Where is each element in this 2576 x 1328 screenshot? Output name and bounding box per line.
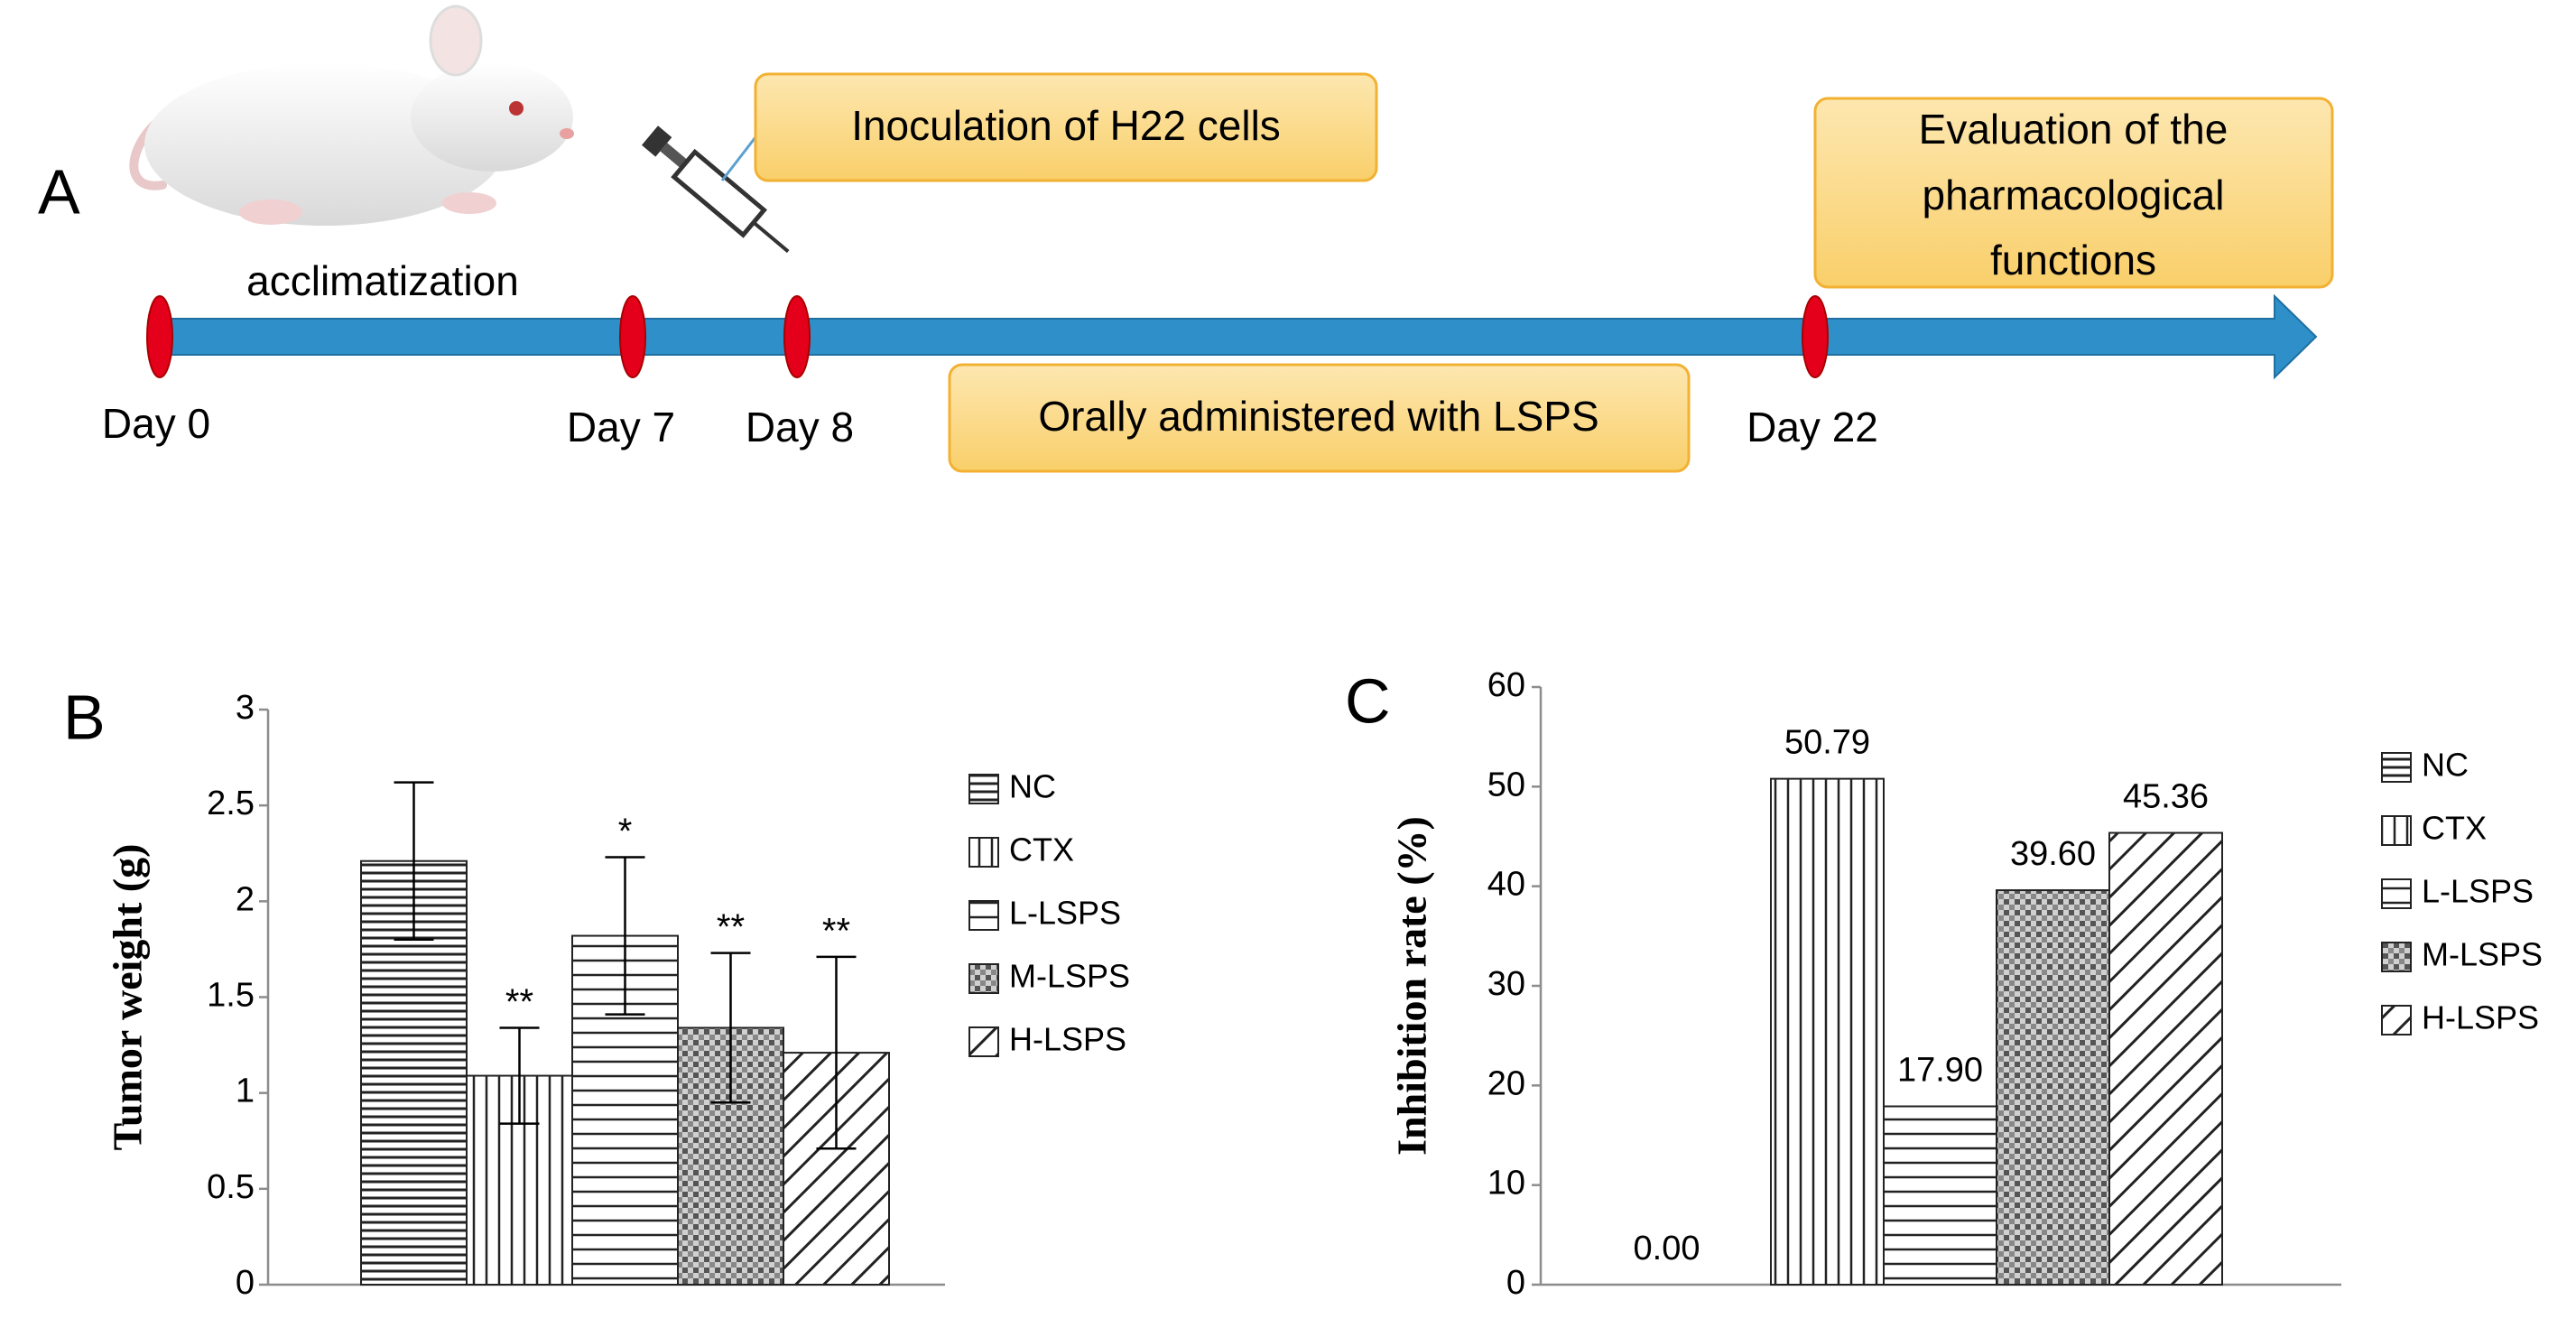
- event-label: Evaluation of the: [1919, 106, 2229, 153]
- bar: [1996, 889, 2110, 1286]
- value-label: 45.36: [2123, 778, 2209, 816]
- stage-label: acclimatization: [246, 257, 519, 304]
- event-box: [1813, 97, 2334, 289]
- significance-label: **: [822, 911, 850, 951]
- y-tick-label: 60: [1487, 666, 1525, 704]
- event-box: [948, 363, 1691, 473]
- panel-label: B: [63, 682, 106, 752]
- timeline-arrow: [155, 293, 2318, 380]
- error-bar: [499, 1026, 540, 1125]
- y-tick-label: 1: [236, 1073, 255, 1110]
- value-label: 0.00: [1634, 1230, 1700, 1268]
- event-box: [754, 72, 1378, 182]
- legend-swatch: [968, 837, 999, 868]
- legend-label: L-LSPS: [2422, 873, 2534, 910]
- event-label: pharmacological: [1923, 172, 2225, 218]
- legend-label: NC: [2422, 747, 2469, 784]
- timepoint: [619, 295, 646, 378]
- legend-swatch: [968, 963, 999, 994]
- timepoint: [146, 295, 173, 378]
- legend-label: M-LSPS: [1009, 958, 1130, 995]
- value-label: 39.60: [2010, 835, 2096, 873]
- legend-swatch: [2381, 1005, 2412, 1035]
- legend-label: H-LSPS: [2422, 999, 2539, 1036]
- error-bar: [605, 856, 645, 1016]
- value-label: 17.90: [1897, 1052, 1983, 1090]
- event-label: functions: [1990, 237, 2156, 283]
- bar: [2108, 831, 2223, 1286]
- legend-label: CTX: [2422, 810, 2487, 847]
- bar: [1770, 777, 1885, 1286]
- legend-label: M-LSPS: [2422, 936, 2543, 973]
- event-label: Orally administered with LSPS: [1038, 393, 1598, 440]
- significance-label: **: [717, 907, 745, 947]
- error-bar: [816, 955, 857, 1150]
- y-tick-label: 2: [236, 880, 255, 918]
- y-tick-label: 10: [1487, 1165, 1525, 1203]
- day-label: Day 0: [102, 400, 210, 447]
- y-tick-label: 50: [1487, 766, 1525, 803]
- panel-label: C: [1345, 665, 1391, 736]
- bar: [1883, 1105, 1997, 1286]
- legend-swatch: [968, 900, 999, 931]
- legend-swatch: [2381, 942, 2412, 972]
- legend-swatch: [2381, 752, 2412, 783]
- legend-label: NC: [1009, 768, 1056, 805]
- y-tick-label: 1.5: [207, 977, 255, 1015]
- y-tick-label: 0: [1506, 1264, 1525, 1302]
- y-tick-label: 20: [1487, 1064, 1525, 1102]
- legend-label: CTX: [1009, 831, 1074, 868]
- syringe-icon: [642, 125, 790, 254]
- callout-line: [720, 136, 757, 181]
- y-tick-label: 3: [236, 689, 255, 727]
- y-tick-label: 30: [1487, 965, 1525, 1003]
- significance-label: **: [505, 982, 533, 1022]
- day-label: Day 8: [746, 404, 854, 450]
- error-bar: [394, 781, 434, 942]
- legend-swatch: [968, 1026, 999, 1057]
- event-label: Inoculation of H22 cells: [851, 102, 1281, 149]
- legend-swatch: [2381, 815, 2412, 846]
- timepoint: [1802, 295, 1829, 378]
- y-tick-label: 0: [236, 1264, 255, 1302]
- day-label: Day 22: [1747, 404, 1878, 450]
- error-bar: [710, 952, 751, 1104]
- y-tick-label: 2.5: [207, 785, 255, 822]
- day-label: Day 7: [567, 404, 675, 450]
- mouse-illustration: [129, 5, 574, 226]
- y-axis-label: Tumor weight (g): [105, 844, 151, 1151]
- legend-swatch: [2381, 878, 2412, 909]
- legend-label: H-LSPS: [1009, 1021, 1126, 1058]
- y-tick-label: 0.5: [207, 1168, 255, 1206]
- legend-label: L-LSPS: [1009, 895, 1121, 932]
- y-axis-label: Inhibition rate (%): [1389, 816, 1435, 1156]
- panel-label: A: [38, 156, 80, 227]
- value-label: 50.79: [1784, 724, 1870, 762]
- legend-swatch: [968, 774, 999, 804]
- significance-label: *: [618, 812, 633, 851]
- y-tick-label: 40: [1487, 866, 1525, 904]
- timepoint: [783, 295, 811, 378]
